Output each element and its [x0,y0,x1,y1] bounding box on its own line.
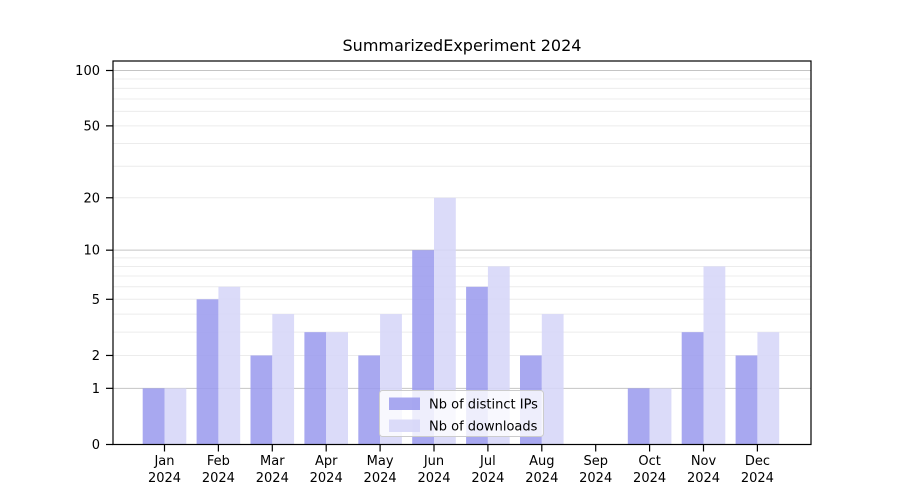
bar-nb-of-downloads-feb [218,286,241,445]
legend-swatch-nb-of-distinct-ips [389,397,420,410]
x-tick-label-month: Mar [260,454,285,469]
x-tick-label-month: Oct [638,454,660,469]
y-tick-label: 10 [83,244,100,259]
plot-border [112,60,812,446]
bar-nb-of-distinct-ips-oct [627,388,650,445]
y-tick-label: 20 [83,191,100,206]
x-tick-label-year: 2024 [310,471,343,486]
bar-nb-of-distinct-ips-apr [304,332,327,445]
bar-nb-of-downloads-mar [272,314,295,445]
x-tick-label-month: Sep [583,454,608,469]
x-tick-label-year: 2024 [148,471,181,486]
bar-nb-of-downloads-dec [757,332,780,445]
legend-label-nb-of-distinct-ips: Nb of distinct IPs [429,398,538,413]
bar-nb-of-downloads-apr [326,332,348,445]
x-tick-label-month: Jul [479,454,496,469]
x-tick-label-month: Dec [745,454,770,469]
x-tick-label-month: May [367,454,394,469]
bar-nb-of-downloads-jan [164,388,187,445]
legend-box [379,390,544,437]
bar-nb-of-downloads-nov [703,266,726,445]
bar-nb-of-downloads-aug [541,314,564,445]
bar-nb-of-downloads-jun [434,197,456,445]
bar-nb-of-distinct-ips-nov [681,332,704,445]
bar-nb-of-distinct-ips-mar [250,355,273,445]
x-tick-label-month: Apr [315,454,338,469]
x-tick-label-year: 2024 [741,471,774,486]
bar-nb-of-downloads-oct [649,388,672,445]
y-tick-label: 1 [92,382,100,397]
x-tick-label-year: 2024 [202,471,235,486]
bar-nb-of-distinct-ips-jan [142,388,165,445]
x-tick-label-year: 2024 [687,471,720,486]
chart-title: SummarizedExperiment 2024 [343,36,582,55]
x-tick-label-month: Aug [529,454,554,469]
x-tick-label-month: Jan [153,454,174,469]
y-tick-label: 100 [75,64,100,79]
y-tick-label: 5 [92,293,100,308]
x-tick-label-year: 2024 [471,471,504,486]
y-tick-label: 50 [83,119,100,134]
legend: Nb of distinct IPs Nb of downloads [379,390,544,437]
y-tick-label: 0 [92,438,100,453]
x-tick-label-year: 2024 [633,471,666,486]
axes: 0 1 2 5 10 20 50 100 Jan 2024 Feb 2024 Mar 2024 Apr 202… [75,60,812,486]
gridlines [113,70,811,389]
x-tick-label-month: Feb [207,454,230,469]
x-tick-label-year: 2024 [256,471,289,486]
bar-nb-of-distinct-ips-feb [196,299,219,445]
x-tick-label-year: 2024 [364,471,397,486]
x-tick-label-year: 2024 [417,471,450,486]
bar-nb-of-distinct-ips-dec [735,355,758,445]
legend-swatch-nb-of-downloads [389,419,420,432]
y-tick-label: 2 [92,349,100,364]
x-tick-label-year: 2024 [579,471,612,486]
x-tick-label-month: Jun [423,454,444,469]
x-tick-label-year: 2024 [525,471,558,486]
legend-label-nb-of-downloads: Nb of downloads [429,420,538,435]
bar-nb-of-distinct-ips-may [358,355,381,445]
x-tick-label-month: Nov [691,454,717,469]
